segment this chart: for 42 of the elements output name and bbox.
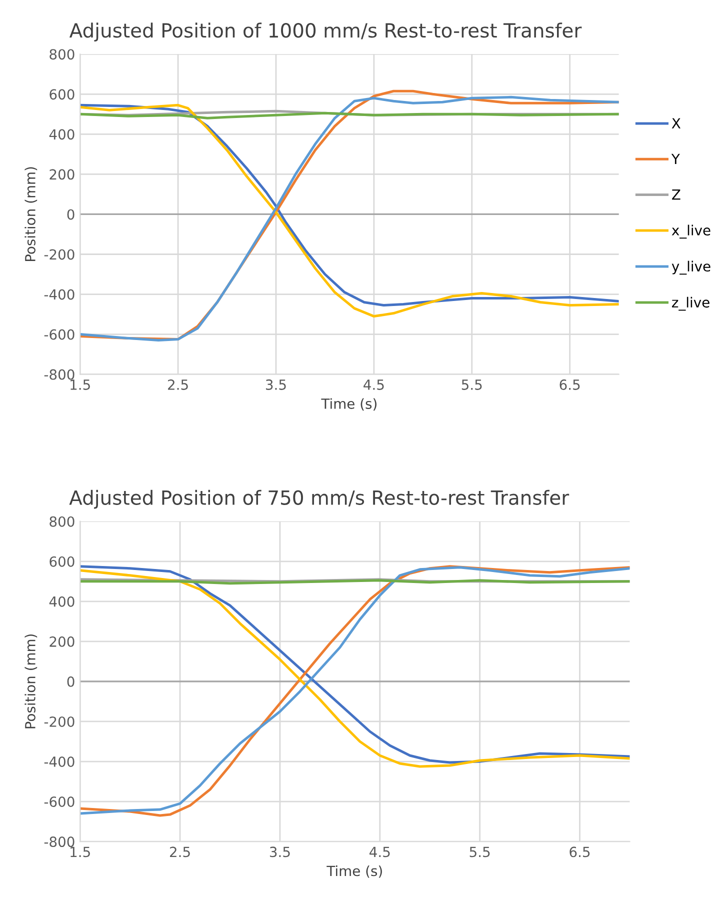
- y-tick-label: 600: [50, 89, 74, 100]
- x-tick-label: 1.5: [70, 380, 90, 390]
- x-tick-label: 1.5: [70, 846, 90, 858]
- y-tick-label: -800: [44, 836, 74, 848]
- legend-label: x_live: [672, 224, 710, 239]
- x-tick-label: 5.5: [462, 380, 482, 390]
- chart-title: Adjusted Position of 750 mm/s Rest-to-rest Transfer: [69, 490, 570, 509]
- x-axis-title: Time (s): [321, 398, 376, 411]
- x-tick-label: 4.5: [370, 846, 390, 858]
- legend-label: Y: [671, 154, 680, 164]
- y-tick-label: 800: [50, 49, 74, 60]
- y-axis-title: Position (mm): [24, 634, 38, 728]
- y-tick-label: -400: [44, 756, 74, 767]
- x-tick-label: 2.5: [168, 379, 188, 390]
- y-tick-label: -200: [44, 716, 74, 727]
- x-tick-label: 2.5: [170, 846, 190, 858]
- y-tick-label: 200: [50, 636, 74, 647]
- x-tick-label: 5.5: [470, 846, 490, 858]
- y-tick-label: -600: [44, 329, 74, 340]
- y-tick-label: 200: [50, 169, 74, 180]
- legend-label: z_live: [672, 296, 710, 311]
- x-tick-label: 4.5: [364, 380, 384, 390]
- x-tick-label: 6.5: [570, 846, 590, 858]
- y-tick-label: -600: [44, 796, 74, 808]
- legend-label: X: [672, 118, 680, 128]
- y-tick-label: -800: [44, 369, 74, 380]
- legend-label: Z: [672, 190, 680, 200]
- x-axis-title: Time (s): [326, 865, 382, 878]
- y-tick-label: 800: [50, 516, 74, 527]
- x-tick-label: 6.5: [560, 379, 580, 390]
- y-tick-label: -200: [44, 249, 74, 260]
- y-tick-label: 400: [49, 596, 74, 607]
- legend-label: y_live: [672, 260, 710, 275]
- y-tick-label: 0: [67, 209, 74, 220]
- chart-title: Adjusted Position of 1000 mm/s Rest-to-rest Transfer: [69, 22, 582, 42]
- x-tick-label: 3.5: [266, 379, 286, 390]
- y-tick-label: 400: [49, 129, 74, 140]
- y-tick-label: 0: [67, 676, 74, 687]
- y-axis-title: Position (mm): [24, 167, 38, 262]
- y-tick-label: -400: [44, 289, 74, 300]
- x-tick-label: 3.5: [270, 846, 290, 858]
- y-tick-label: 600: [50, 556, 74, 567]
